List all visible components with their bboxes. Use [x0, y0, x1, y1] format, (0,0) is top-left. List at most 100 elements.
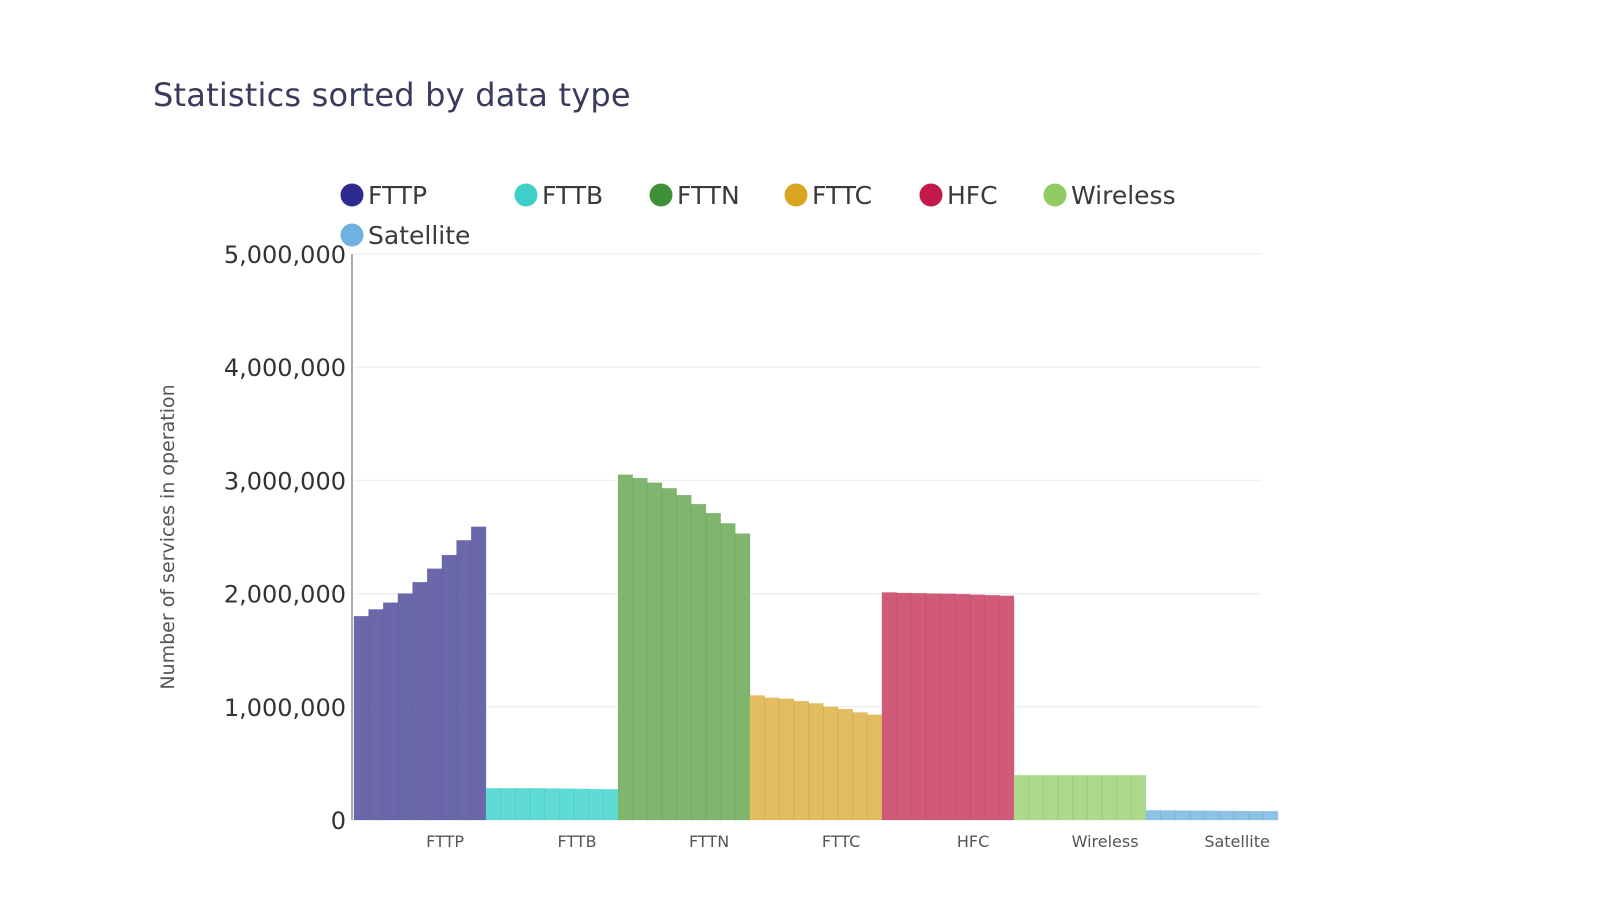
bar-hfc-7[interactable] — [969, 594, 985, 821]
bar-fttb-1[interactable] — [485, 788, 501, 821]
bar-fttb-4[interactable] — [529, 788, 545, 821]
bar-satellite-5[interactable] — [1204, 810, 1220, 821]
bar-satellite-1[interactable] — [1145, 810, 1161, 821]
bar-fttn-2[interactable] — [632, 477, 648, 821]
legend-item-satellite[interactable]: Satellite — [340, 221, 471, 250]
x-tick-label: FTTC — [822, 832, 860, 851]
bar-hfc-5[interactable] — [940, 593, 956, 821]
bar-wireless-8[interactable] — [1116, 775, 1132, 821]
legend-item-fttb[interactable]: FTTB — [514, 181, 604, 210]
legend-marker — [514, 183, 538, 207]
x-tick-label: FTTN — [689, 832, 729, 851]
y-tick-label: 4,000,000 — [224, 354, 346, 382]
bar-satellite-7[interactable] — [1233, 810, 1249, 821]
bar-fttn-4[interactable] — [661, 488, 677, 821]
bar-satellite-3[interactable] — [1175, 810, 1191, 821]
bar-fttb-8[interactable] — [588, 788, 604, 821]
bar-hfc-6[interactable] — [955, 593, 971, 821]
legend-marker — [340, 223, 364, 247]
y-tick-label: 5,000,000 — [224, 241, 346, 269]
bar-hfc-3[interactable] — [911, 593, 927, 821]
bar-fttp-5[interactable] — [412, 582, 428, 821]
legend-label: FTTP — [368, 181, 427, 210]
y-tick-label: 0 — [331, 807, 346, 835]
legend-label: Wireless — [1071, 181, 1176, 210]
x-tick-label: Satellite — [1204, 832, 1270, 851]
legend-marker — [784, 183, 808, 207]
bar-fttb-2[interactable] — [500, 788, 516, 821]
bar-hfc-1[interactable] — [881, 592, 897, 821]
bar-fttb-7[interactable] — [573, 788, 589, 821]
y-axis-title: Number of services in operation — [157, 384, 179, 689]
legend-marker — [1043, 183, 1067, 207]
bar-wireless-5[interactable] — [1072, 775, 1088, 821]
bar-wireless-9[interactable] — [1131, 775, 1147, 821]
y-tick-label: 1,000,000 — [224, 694, 346, 722]
axes: 0 1,000,000 2,000,000 3,000,000 4,000,000 5,0… — [157, 241, 1270, 851]
bar-fttc-6[interactable] — [823, 706, 839, 821]
bar-fttc-8[interactable] — [852, 712, 868, 821]
bar-fttc-7[interactable] — [837, 708, 853, 821]
bar-fttc-9[interactable] — [867, 714, 883, 821]
bar-fttn-9[interactable] — [735, 533, 751, 821]
bar-fttp-7[interactable] — [441, 554, 457, 821]
x-tick-label: FTTB — [557, 832, 596, 851]
bar-satellite-4[interactable] — [1189, 810, 1205, 821]
bar-wireless-2[interactable] — [1028, 775, 1044, 821]
chart-title: Statistics sorted by data type — [153, 76, 631, 114]
bar-fttc-3[interactable] — [779, 698, 795, 821]
bar-wireless-7[interactable] — [1101, 775, 1117, 821]
bar-wireless-6[interactable] — [1087, 775, 1103, 821]
bar-wireless-3[interactable] — [1043, 775, 1059, 821]
bar-fttn-5[interactable] — [676, 494, 692, 821]
bar-fttb-6[interactable] — [559, 788, 575, 821]
bar-fttp-9[interactable] — [471, 526, 487, 821]
bar-fttn-6[interactable] — [691, 503, 707, 821]
legend-marker — [649, 183, 673, 207]
legend-marker — [919, 183, 943, 207]
bar-hfc-9[interactable] — [999, 595, 1015, 821]
bar-fttn-7[interactable] — [705, 513, 721, 821]
bar-group-wireless — [1013, 775, 1147, 821]
legend-item-fttn[interactable]: FTTN — [649, 181, 740, 210]
legend-item-fttc[interactable]: FTTC — [784, 181, 873, 210]
bar-satellite-8[interactable] — [1248, 810, 1264, 821]
legend-marker — [340, 183, 364, 207]
bar-fttn-1[interactable] — [617, 474, 633, 821]
bar-fttb-9[interactable] — [603, 789, 619, 821]
bar-fttc-2[interactable] — [764, 697, 780, 821]
legend-label: Satellite — [368, 221, 470, 250]
legend-item-wireless[interactable]: Wireless — [1043, 181, 1176, 210]
bar-fttb-5[interactable] — [544, 788, 560, 821]
x-tick-label: Wireless — [1072, 832, 1139, 851]
bar-fttb-3[interactable] — [515, 788, 531, 821]
bar-wireless-1[interactable] — [1013, 775, 1029, 821]
bar-fttc-5[interactable] — [808, 703, 824, 821]
bar-fttc-4[interactable] — [793, 700, 809, 821]
bar-fttp-6[interactable] — [427, 568, 443, 821]
y-tick-label: 2,000,000 — [224, 581, 346, 609]
legend-item-fttp[interactable]: FTTP — [340, 181, 428, 210]
bar-fttp-4[interactable] — [397, 593, 413, 821]
bar-satellite-6[interactable] — [1219, 810, 1235, 821]
legend-item-hfc[interactable]: HFC — [919, 181, 998, 210]
bar-group-fttb — [485, 788, 619, 821]
bar-hfc-2[interactable] — [896, 592, 912, 821]
bar-hfc-8[interactable] — [984, 595, 1000, 821]
legend-label: FTTN — [677, 181, 740, 210]
bar-satellite-9[interactable] — [1263, 811, 1279, 821]
bar-satellite-2[interactable] — [1160, 810, 1176, 821]
bar-fttp-2[interactable] — [368, 609, 384, 821]
bar-fttn-8[interactable] — [720, 523, 736, 821]
bar-fttp-1[interactable] — [353, 616, 369, 821]
bar-wireless-4[interactable] — [1057, 775, 1073, 821]
bar-fttp-8[interactable] — [456, 540, 472, 821]
bar-group-fttp — [353, 526, 487, 821]
legend: FTTP FTTB FTTN FTTC HFC Wireless Satellite — [340, 181, 1176, 250]
bar-fttn-3[interactable] — [647, 482, 663, 821]
bar-fttc-1[interactable] — [749, 695, 765, 821]
x-tick-label: HFC — [957, 832, 989, 851]
bar-fttp-3[interactable] — [383, 602, 399, 821]
bar-hfc-4[interactable] — [925, 593, 941, 821]
